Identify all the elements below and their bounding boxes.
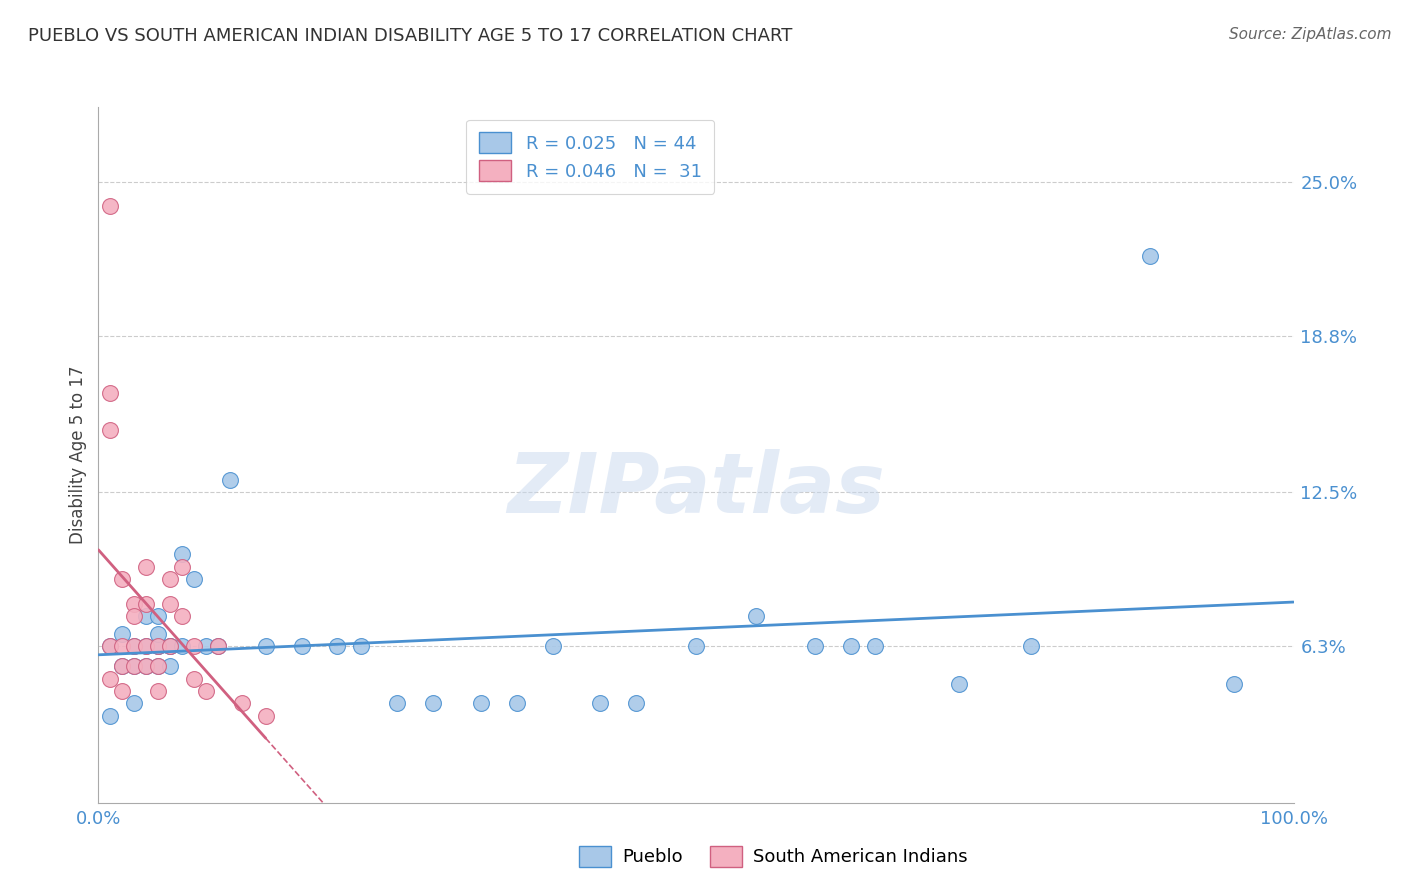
Point [841, 639, 863, 653]
Point [135, 559, 157, 574]
Point [148, 684, 170, 698]
Point [98, 639, 122, 653]
Point [422, 697, 444, 711]
Point [804, 639, 827, 653]
Text: ZIPatlas: ZIPatlas [508, 450, 884, 530]
Point [183, 572, 205, 586]
Point [135, 659, 157, 673]
Point [1222, 676, 1246, 690]
Point [685, 639, 707, 653]
Text: PUEBLO VS SOUTH AMERICAN INDIAN DISABILITY AGE 5 TO 17 CORRELATION CHART: PUEBLO VS SOUTH AMERICAN INDIAN DISABILI… [28, 27, 793, 45]
Point [159, 639, 181, 653]
Point [135, 609, 157, 624]
Point [159, 572, 181, 586]
Point [183, 672, 205, 686]
Point [506, 697, 529, 711]
Point [385, 697, 409, 711]
Point [111, 627, 134, 641]
Point [470, 697, 492, 711]
Point [148, 639, 170, 653]
Point [148, 659, 170, 673]
Point [124, 659, 146, 673]
Point [124, 639, 146, 653]
Point [541, 639, 564, 653]
Point [148, 659, 170, 673]
Point [148, 639, 170, 653]
Point [254, 639, 277, 653]
Point [172, 547, 194, 561]
Point [111, 659, 134, 673]
Text: Source: ZipAtlas.com: Source: ZipAtlas.com [1229, 27, 1392, 42]
Point [159, 639, 181, 653]
Point [231, 697, 253, 711]
Point [148, 609, 170, 624]
Point [194, 684, 218, 698]
Point [98, 672, 122, 686]
Point [124, 639, 146, 653]
Point [111, 639, 134, 653]
Point [98, 199, 122, 213]
Point [326, 639, 349, 653]
Point [219, 473, 242, 487]
Point [1139, 249, 1161, 263]
Point [350, 639, 373, 653]
Point [159, 659, 181, 673]
Point [159, 639, 181, 653]
Point [172, 559, 194, 574]
Point [194, 639, 218, 653]
Point [863, 639, 887, 653]
Y-axis label: Disability Age 5 to 17: Disability Age 5 to 17 [69, 366, 87, 544]
Point [207, 639, 229, 653]
Point [172, 609, 194, 624]
Point [254, 708, 277, 723]
Point [98, 639, 122, 653]
Point [207, 639, 229, 653]
Point [98, 385, 122, 400]
Point [124, 659, 146, 673]
Point [172, 639, 194, 653]
Point [111, 659, 134, 673]
Point [111, 572, 134, 586]
Point [148, 627, 170, 641]
Point [124, 609, 146, 624]
Legend: Pueblo, South American Indians: Pueblo, South American Indians [572, 838, 974, 874]
Point [111, 684, 134, 698]
Point [124, 597, 146, 611]
Point [1019, 639, 1042, 653]
Point [135, 639, 157, 653]
Point [124, 697, 146, 711]
Point [589, 697, 612, 711]
Legend: R = 0.025   N = 44, R = 0.046   N =  31: R = 0.025 N = 44, R = 0.046 N = 31 [465, 120, 714, 194]
Point [98, 708, 122, 723]
Point [183, 639, 205, 653]
Point [135, 597, 157, 611]
Point [98, 423, 122, 437]
Point [135, 659, 157, 673]
Point [745, 609, 768, 624]
Point [626, 697, 648, 711]
Point [135, 639, 157, 653]
Point [148, 639, 170, 653]
Point [291, 639, 314, 653]
Point [159, 597, 181, 611]
Point [948, 676, 970, 690]
